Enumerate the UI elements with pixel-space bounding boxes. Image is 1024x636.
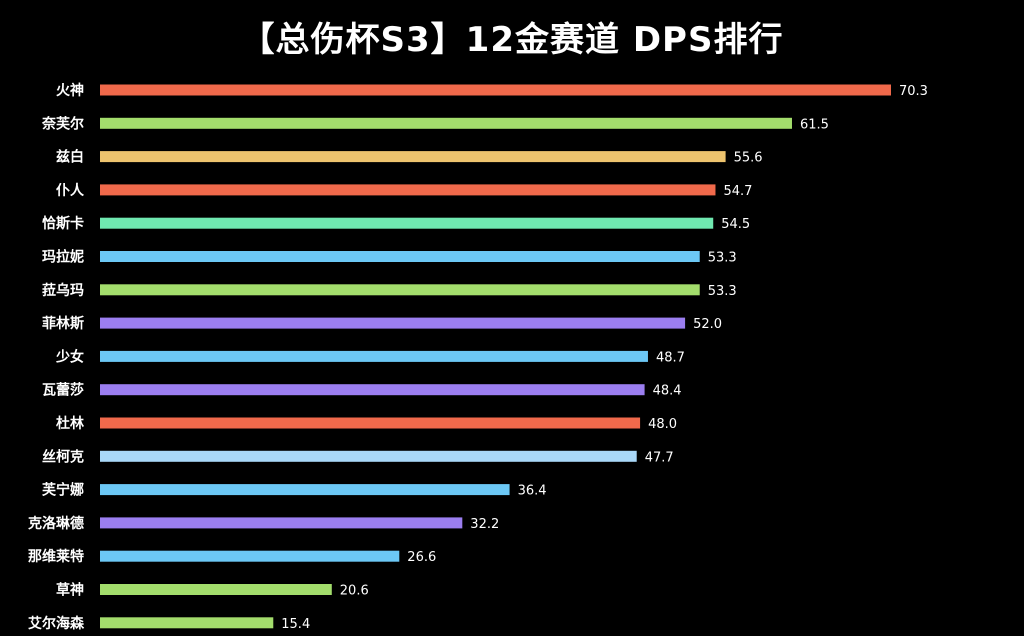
value-label: 48.4 (653, 384, 682, 399)
category-label: 菈乌玛 (42, 282, 84, 299)
category-label: 丝柯克 (42, 448, 84, 465)
bar (100, 84, 891, 96)
bar (100, 217, 714, 229)
bar (100, 151, 726, 163)
chart-title: 【总伤杯S3】12金赛道 DPS排行 (240, 20, 784, 60)
category-label: 草神 (56, 582, 84, 599)
value-label: 52.0 (693, 317, 722, 332)
bar (100, 617, 274, 629)
category-label: 菲林斯 (42, 315, 84, 332)
category-label: 克洛琳德 (28, 515, 84, 532)
value-label: 70.3 (899, 84, 928, 99)
category-label: 杜林 (56, 415, 84, 432)
value-label: 32.2 (470, 517, 499, 532)
category-label: 恰斯卡 (42, 215, 84, 232)
value-label: 53.3 (708, 284, 737, 299)
category-label: 仆人 (56, 182, 85, 199)
category-label: 瓦蕾莎 (42, 382, 84, 399)
bar (100, 317, 686, 329)
bar (100, 517, 463, 529)
category-label: 火神 (56, 82, 84, 99)
bars-layer: 火神 70.3 奈芙尔 61.5 兹白 55.6 仆人 54.7 恰斯卡 54.5 玛拉妮 53.3 菈… (28, 82, 928, 632)
category-label: 奈芙尔 (41, 115, 84, 132)
value-label: 48.0 (648, 417, 677, 432)
bar (100, 184, 716, 196)
value-label: 53.3 (708, 251, 737, 266)
category-label: 芙宁娜 (41, 482, 84, 499)
bar (100, 584, 332, 595)
bar (100, 450, 637, 462)
value-label: 54.7 (723, 184, 752, 199)
bar (100, 484, 510, 496)
bar (100, 384, 645, 396)
value-label: 55.6 (734, 151, 763, 166)
category-label: 少女 (55, 348, 84, 365)
value-label: 20.6 (340, 584, 369, 599)
value-label: 61.5 (800, 117, 829, 132)
bar (100, 350, 648, 362)
bar (100, 251, 700, 262)
category-label: 艾尔海森 (28, 615, 85, 632)
category-label: 那维莱特 (28, 548, 84, 565)
bar (100, 550, 400, 562)
value-label: 47.7 (645, 450, 674, 465)
value-label: 48.7 (656, 350, 685, 365)
category-label: 玛拉妮 (42, 249, 84, 266)
bar (100, 117, 792, 129)
value-label: 15.4 (281, 617, 310, 632)
value-label: 36.4 (518, 484, 547, 499)
category-label: 兹白 (56, 149, 84, 166)
bar (100, 417, 641, 429)
bar (100, 284, 700, 296)
value-label: 26.6 (407, 550, 436, 565)
value-label: 54.5 (721, 217, 750, 232)
